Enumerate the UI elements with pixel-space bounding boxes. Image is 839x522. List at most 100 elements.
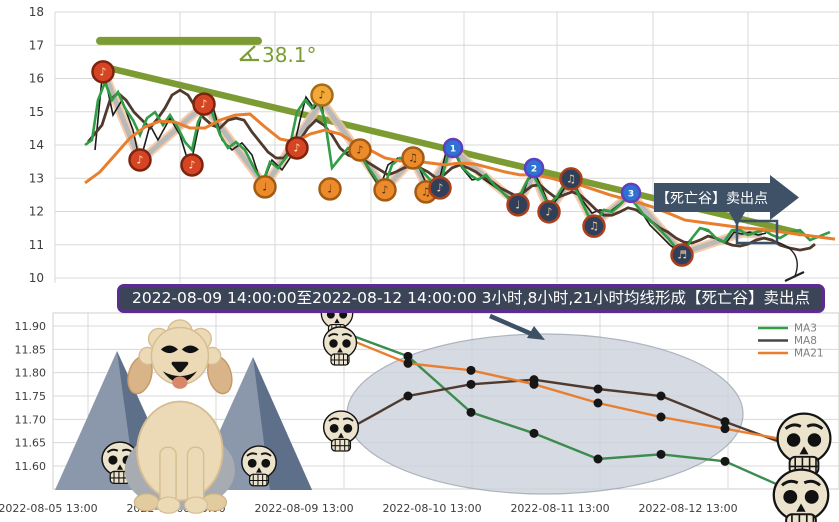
data-point-dot (403, 351, 413, 361)
amber-marker (310, 83, 334, 107)
marker-glyph: ♪ (318, 89, 325, 102)
y-tick-label: 13 (29, 171, 44, 185)
top-chart: 18 17 16 15 14 13 12 11 10 ♪ ♪ ♪ ♪ ♩ ♪ ♪ ♩ ♪ ♪ ♫ ♫ ♪ 1 ♩ 2 ♪ ♫ ♫ 3 ♬ (29, 5, 839, 285)
signal-banner: 2022-08-09 14:00:00至2022-08-12 14:00:00 … (117, 284, 825, 313)
y-tick-label: 11.75 (15, 390, 47, 403)
legend-label: MA21 (794, 348, 824, 360)
x-tick-label: 2022-08-11 13:00 (510, 502, 609, 515)
crossover-highlight-box (735, 219, 779, 245)
data-point-dot (466, 365, 476, 375)
data-point-dot (656, 412, 666, 422)
x-tick-label: 2022-08-09 13:00 (254, 502, 353, 515)
sell-point-callout: 【死亡谷】卖出点 (654, 175, 799, 226)
data-point-dot (593, 384, 603, 394)
marker-glyph: ♬ (677, 249, 687, 262)
orange-marker (401, 146, 425, 170)
angle-annotation: 38.1° (239, 43, 317, 67)
marker-glyph: ♩ (515, 198, 520, 211)
marker-glyph: ♪ (136, 154, 143, 167)
measure-tick-icon (784, 271, 805, 282)
data-point-dot (593, 454, 603, 464)
orange-marker (253, 175, 277, 199)
death-valley-illustration (55, 319, 312, 514)
marker-glyph: ♪ (436, 181, 443, 194)
skull-icon (322, 326, 358, 366)
red-marker (285, 136, 309, 160)
marker-glyph: ♫ (589, 220, 599, 233)
ma8-line (344, 378, 789, 447)
y-tick-label: 11.70 (15, 413, 47, 426)
callout-label: 【死亡谷】卖出点 (656, 191, 768, 207)
blue-marker (523, 157, 545, 179)
data-point-dot (720, 456, 730, 466)
navy-marker (537, 200, 561, 224)
y-tick-label: 11.60 (15, 460, 47, 473)
angle-icon (239, 45, 259, 62)
y-tick-label: 17 (29, 38, 44, 52)
navy-marker (670, 243, 694, 267)
y-tick-label: 12 (29, 205, 44, 219)
marker-glyph: ♪ (293, 142, 300, 155)
data-point-dot (720, 417, 730, 427)
marker-glyph: 3 (628, 189, 634, 199)
ma21-line (84, 112, 836, 241)
plot-frame (52, 312, 839, 490)
orange-marker (318, 177, 342, 201)
angle-arc-icon (245, 51, 252, 61)
red-marker (91, 60, 115, 84)
y-tick-label: 14 (29, 138, 44, 152)
marker-glyph: 2 (531, 165, 537, 175)
marker-glyph: ♪ (381, 183, 388, 196)
marker-glyph: ♪ (188, 159, 195, 172)
arrowhead-icon (527, 326, 545, 340)
blue-marker (620, 182, 642, 204)
orange-marker (348, 138, 372, 162)
data-point-dot (529, 379, 539, 389)
y-tick-label: 11.65 (15, 437, 47, 450)
x-tick-label: 2022-08-10 13:00 (382, 502, 481, 515)
marker-glyph: ♩ (327, 182, 332, 195)
data-point-dot (466, 407, 476, 417)
data-point-dot (403, 358, 413, 368)
marker-glyph: ♩ (262, 180, 267, 193)
y-tick-label: 11.80 (15, 367, 47, 380)
y-tick-label: 11 (29, 238, 44, 252)
data-point-dot (656, 449, 666, 459)
marker-glyph: 1 (450, 145, 456, 155)
marker-glyph: ♪ (545, 205, 552, 218)
x-tick-label: 2022-08-05 13:00 (0, 502, 98, 515)
red-marker (180, 153, 204, 177)
navy-marker (559, 167, 583, 191)
poodle-illustration (124, 319, 235, 514)
y-tick-label: 16 (29, 72, 44, 86)
connector-curve (776, 241, 798, 277)
navy-marker (506, 193, 530, 217)
marker-glyph: ♪ (99, 65, 106, 78)
y-tick-label: 18 (29, 5, 44, 19)
data-point-dot (656, 391, 666, 401)
data-point-dot (720, 424, 730, 434)
data-point-dot (403, 391, 413, 401)
angle-value: 38.1° (262, 43, 317, 67)
ma21-line (344, 336, 789, 442)
marker-glyph: ♪ (200, 98, 207, 111)
red-marker (128, 148, 152, 172)
navy-marker (428, 176, 452, 200)
marker-glyph: ♪ (356, 144, 363, 157)
legend-label: MA3 (794, 323, 817, 335)
orange-marker (373, 178, 397, 202)
skull-icon (322, 410, 360, 452)
navy-marker (582, 214, 606, 238)
marker-glyph: ♫ (421, 185, 431, 198)
x-tick-label: 2022-08-12 13:00 (638, 502, 737, 515)
red-marker (192, 92, 216, 116)
data-point-dot (466, 379, 476, 389)
skull-icon (772, 468, 830, 522)
skull-icon (776, 412, 832, 476)
callout-pointer-icon (729, 212, 745, 226)
annotation-arrow (489, 313, 545, 340)
blue-marker (442, 137, 464, 159)
marker-glyph: ♫ (408, 152, 418, 165)
y-tick-label: 11.85 (15, 343, 47, 356)
